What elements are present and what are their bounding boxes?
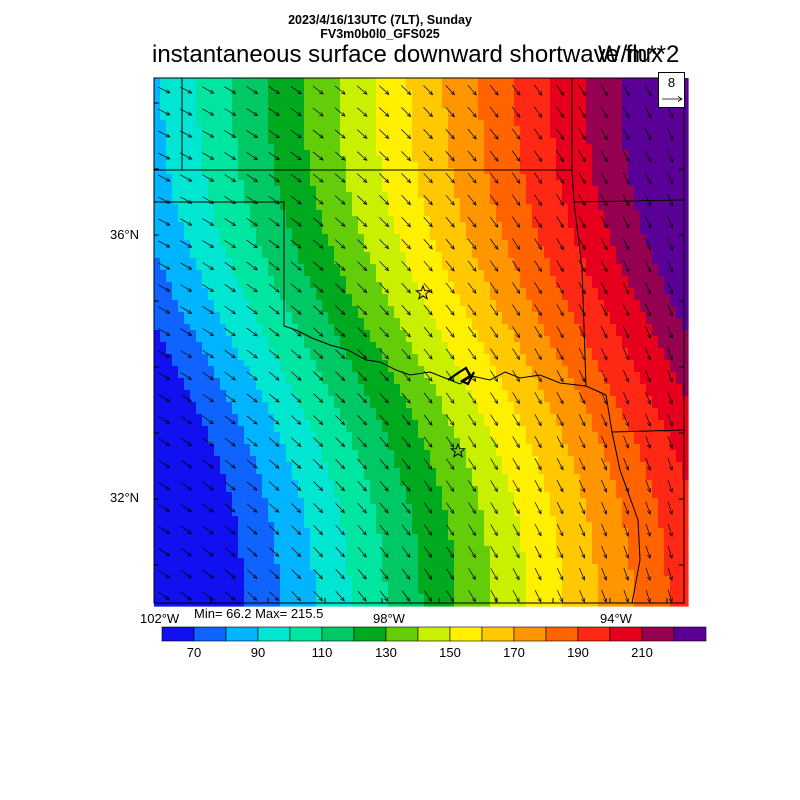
station-star	[449, 442, 467, 458]
lat-label-32n: 32°N	[110, 490, 140, 505]
station-markers	[414, 284, 467, 458]
units-label: W/m**2	[598, 41, 680, 68]
state-boundaries	[154, 78, 685, 604]
map-frame	[153, 77, 685, 604]
station-star	[414, 284, 432, 300]
lat-label-36n: 36°N	[110, 227, 140, 242]
arkansas-boundary	[573, 199, 685, 203]
reference-vector-arrow	[662, 96, 683, 102]
reference-vector-box: 8	[658, 72, 685, 108]
reference-vector-value: 8	[667, 75, 676, 90]
lon-label-98w: 98°W	[373, 611, 405, 626]
texas-arkansas-line	[585, 385, 607, 396]
map-title: instantaneous surface downward shortwave…	[152, 41, 663, 68]
shortwave-flux-field	[154, 78, 689, 607]
lon-label-94w: 94°W	[600, 611, 632, 626]
min-max-label: Min= 66.2 Max= 215.5	[194, 606, 324, 621]
arkansas-louisiana-line	[611, 429, 685, 433]
valid-time-label: 2023/4/16/13UTC (7LT), Sunday	[288, 13, 472, 27]
texas-louisiana-line	[605, 394, 641, 604]
model-name-label: FV3m0b0l0_GFS025	[320, 27, 440, 41]
lon-label-102w: 102°W	[140, 611, 180, 626]
lake-texoma	[447, 366, 475, 386]
wind-vectors	[158, 83, 674, 604]
